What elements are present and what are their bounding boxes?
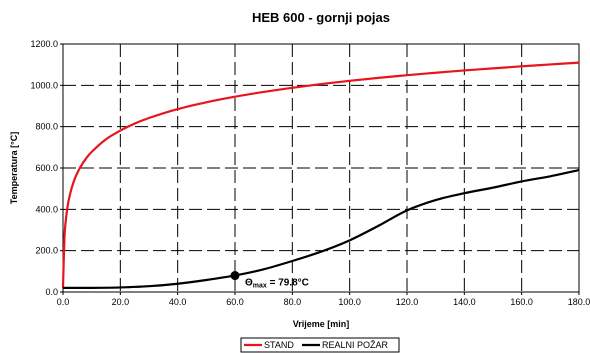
x-tick-label: 80.0: [284, 297, 302, 307]
y-axis-label: Temperatura [°C]: [9, 132, 19, 204]
annotation: Θmax = 79.8°C: [230, 271, 309, 290]
x-tick-label: 120.0: [396, 297, 419, 307]
y-tick-label: 600.0: [35, 163, 58, 173]
x-tick-label: 180.0: [568, 297, 590, 307]
series-line-realni-po-ar: [62, 168, 580, 290]
chart-title: HEB 600 - gornji pojas: [252, 10, 390, 25]
annotation-label: Θmax = 79.8°C: [245, 278, 309, 290]
y-tick-labels: 0.0 200.0 400.0 600.0 800.0 1000.0 1200.0: [30, 39, 63, 297]
y-tick-label: 800.0: [35, 122, 58, 132]
x-tick-label: 40.0: [169, 297, 187, 307]
y-tick-label: 1200.0: [30, 39, 58, 49]
y-tick-label: 0.0: [45, 287, 58, 297]
annotation-marker: [230, 271, 240, 281]
series-group: [61, 61, 580, 290]
y-tick-label: 200.0: [35, 246, 58, 256]
legend-label-realni-po-ar: REALNI POŽAR: [322, 340, 389, 350]
x-tick-label: 60.0: [226, 297, 244, 307]
x-axis-label: Vrijeme [min]: [293, 319, 350, 329]
x-tick-label: 20.0: [112, 297, 130, 307]
annotation-symbol: Θ: [245, 278, 253, 289]
y-tick-label: 400.0: [35, 204, 58, 214]
annotation-subscript: max: [253, 283, 267, 290]
annotation-value: = 79.8°C: [267, 278, 309, 289]
series-line-stand: [61, 61, 580, 288]
y-tick-label: 1000.0: [30, 80, 58, 90]
x-tick-label: 140.0: [453, 297, 476, 307]
legend: STAND REALNI POŽAR: [240, 337, 400, 353]
x-tick-label: 160.0: [510, 297, 533, 307]
x-tick-label: 0.0: [57, 297, 70, 307]
x-tick-labels: 0.0 20.0 40.0 60.0 80.0 100.0 120.0 140.0 160.0 1…: [57, 292, 590, 307]
legend-label-stand: STAND: [264, 340, 294, 350]
x-tick-label: 100.0: [338, 297, 361, 307]
